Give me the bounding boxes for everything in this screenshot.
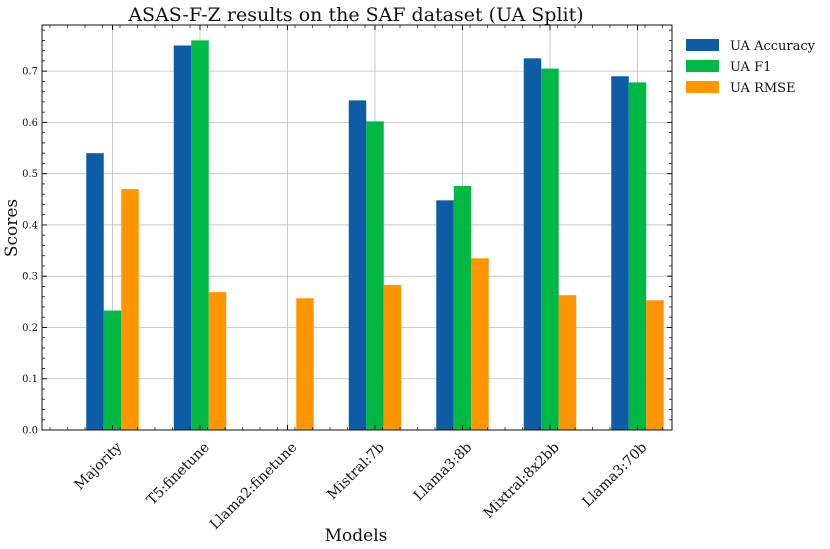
bar-ua-f1-mixtral-8x2bb [541, 68, 559, 430]
legend-label: UA Accuracy [730, 39, 816, 54]
bar-ua-accuracy-llama3-70b [611, 76, 629, 431]
bar-ua-rmse-mistral-7b [383, 284, 402, 430]
bar-ua-accuracy-llama3-8b [436, 200, 454, 430]
legend-swatch [686, 60, 719, 72]
bar-ua-accuracy-majority [86, 153, 104, 430]
bar-ua-rmse-majority [121, 189, 139, 430]
axis-ticks [42, 25, 672, 431]
bar-ua-rmse-llama2-finetune [296, 298, 314, 430]
y-tick-label: 0.6 [22, 118, 38, 129]
chart-title: ASAS-F-Z results on the SAF dataset (UA … [127, 4, 583, 26]
bar-ua-f1-majority [103, 310, 122, 430]
bar-ua-f1-llama3-70b [628, 82, 647, 430]
y-tick-label: 0.7 [22, 67, 38, 78]
y-tick-label: 0.0 [22, 426, 38, 437]
legend-label: UA F1 [730, 60, 771, 75]
x-axis-label: Models [325, 526, 388, 546]
x-tick-label: Mistral:7b [324, 439, 387, 502]
y-tick-label: 0.2 [22, 323, 38, 334]
bar-ua-accuracy-mistral-7b [348, 100, 367, 431]
plot-frame [41, 24, 673, 431]
x-tick-label: T5:finetune [144, 440, 213, 509]
x-tick-label: Llama3:8b [411, 439, 476, 504]
legend-swatch [686, 39, 719, 51]
bar-ua-f1-llama3-8b [453, 185, 472, 430]
y-tick-labels: 0.0 0.1 0.2 0.3 0.4 0.5 0.6 0.7 [22, 67, 38, 437]
legend-label: UA RMSE [730, 81, 796, 96]
bar-ua-rmse-llama3-8b [471, 258, 489, 430]
y-tick-label: 0.5 [22, 169, 38, 180]
bar-ua-rmse-mixtral-8x2bb [558, 295, 577, 430]
y-axis-label: Scores [2, 199, 22, 257]
bar-ua-rmse-t5-finetune [208, 292, 227, 430]
y-tick-label: 0.3 [22, 272, 38, 283]
legend: UA Accuracy UA F1 UA RMSE [686, 39, 816, 96]
bars-group [86, 40, 664, 431]
bar-ua-rmse-llama3-70b [646, 300, 664, 430]
x-tick-label: Majority [71, 439, 125, 493]
x-tick-label: Llama2:finetune [207, 440, 300, 533]
bar-ua-accuracy-t5-finetune [173, 45, 192, 431]
legend-swatch [686, 81, 719, 93]
y-tick-label: 0.1 [22, 374, 38, 385]
x-tick-label: Llama3:70b [580, 439, 651, 510]
bar-ua-f1-t5-finetune [191, 40, 209, 430]
bar-ua-f1-mistral-7b [366, 121, 384, 430]
bar-ua-accuracy-mixtral-8x2bb [523, 58, 542, 430]
y-tick-label: 0.4 [22, 220, 38, 231]
x-tick-label: Mixtral:8x2bb [481, 439, 563, 521]
